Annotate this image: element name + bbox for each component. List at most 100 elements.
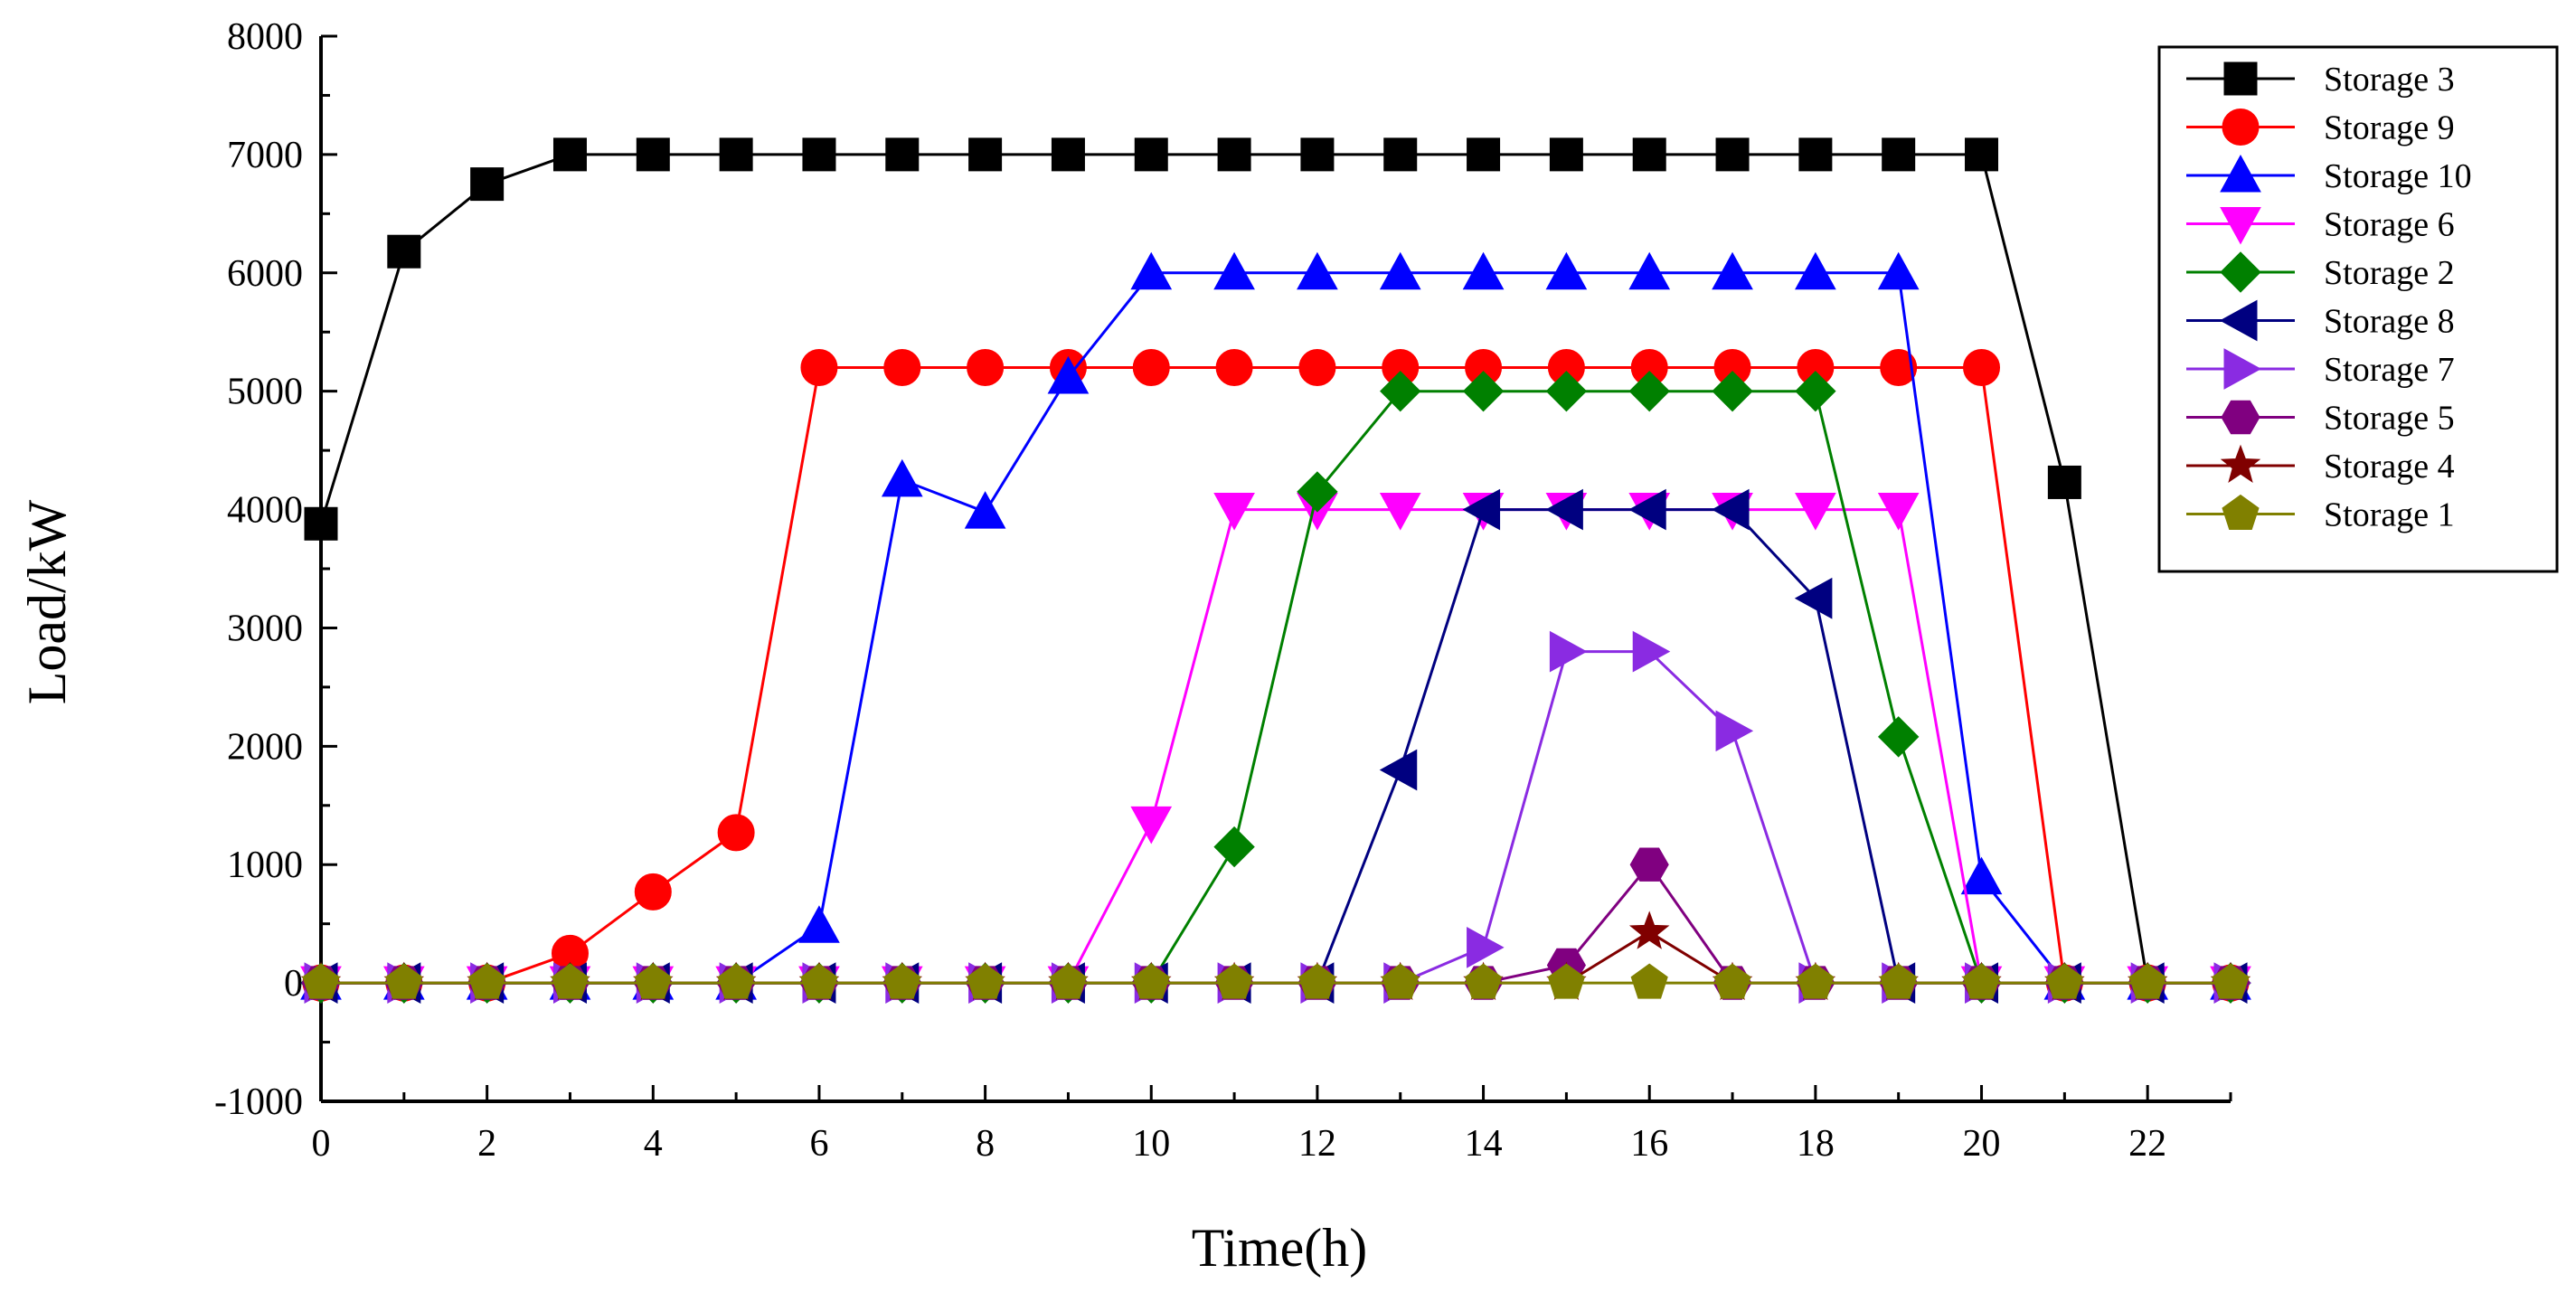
data-point [1545,251,1588,290]
data-point [800,963,838,999]
data-point [1298,348,1336,386]
data-point [1467,926,1505,968]
x-tick-label: 16 [1630,1123,1668,1165]
data-point [1462,370,1505,412]
data-point [1298,963,1336,999]
data-point [1547,963,1585,999]
data-point [800,348,838,386]
x-tick-label: 4 [644,1123,663,1165]
y-tick-label: 3000 [227,608,303,649]
data-point [387,234,421,269]
data-point [1877,251,1920,290]
data-point [1549,630,1588,673]
data-point [1382,963,1420,999]
data-point [1379,251,1421,290]
legend-marker [2223,61,2258,96]
legend-entry: Storage 7 [2186,348,2455,390]
x-tick-label: 8 [976,1123,995,1165]
data-point [1794,577,1833,619]
series-line [321,390,2231,985]
data-point [634,873,672,911]
data-point [1630,963,1668,999]
data-point [1049,963,1087,999]
y-tick-label: 1000 [227,845,303,886]
legend-entry: Storage 9 [2186,109,2455,147]
data-point [1213,493,1255,531]
data-point [634,963,672,999]
y-tick-label: 5000 [227,372,303,413]
data-point [1882,137,1916,172]
data-point [1963,348,2001,386]
data-point [802,137,836,172]
data-point [798,905,840,943]
y-tick-label: 7000 [227,135,303,176]
data-point [1713,963,1751,999]
data-point [1628,370,1670,412]
legend-entry: Storage 3 [2186,61,2455,99]
y-axis-title: Load/kW [17,499,77,704]
data-point [1628,251,1671,290]
data-point [1465,963,1503,999]
data-point [2045,963,2083,999]
data-point [1715,710,1754,752]
legend-entry: Storage 2 [2186,251,2455,293]
legend-entry: Storage 4 [2186,444,2455,486]
y-tick-label: 8000 [227,16,303,58]
series-storage-5 [301,847,2250,1000]
data-point [964,491,1006,529]
data-point [552,137,587,172]
data-point [1798,137,1833,172]
data-point [1047,355,1090,394]
legend-marker [2221,400,2260,435]
legend-label: Storage 5 [2324,400,2455,438]
data-point [1712,488,1750,531]
data-point [1880,963,1918,999]
legend-entry: Storage 10 [2186,154,2472,195]
legend-entry: Storage 8 [2186,299,2455,342]
data-point [385,963,423,999]
legend-label: Storage 3 [2324,61,2455,99]
x-axis-title: Time(h) [1192,1218,1367,1278]
data-point [1379,749,1418,791]
series-group [299,137,2252,1005]
legend-marker [2222,494,2260,530]
data-point [1213,826,1255,868]
data-point [1715,137,1750,172]
series-line [321,650,2231,985]
y-tick-label: 0 [284,963,303,1005]
legend-label: Storage 9 [2324,109,2455,147]
legend-entry: Storage 5 [2186,400,2455,438]
data-point [883,348,921,386]
data-point [1632,630,1671,673]
data-point [1215,348,1253,386]
legend-marker [2220,444,2261,483]
data-point [968,137,1003,172]
legend-label: Storage 2 [2324,254,2455,292]
data-point [1795,493,1836,531]
data-point [1217,137,1251,172]
data-point [1795,370,1836,412]
data-point [1549,137,1583,172]
data-point [1962,963,2001,999]
x-tick-label: 6 [809,1123,828,1165]
y-tick-label: 6000 [227,253,303,295]
x-tick-label: 20 [1963,1123,2001,1165]
data-point [1877,493,1920,531]
data-point [1297,251,1338,290]
data-point [1380,370,1421,412]
legend: Storage 3 Storage 9 Storage 10 Storage 6 Sto… [2157,45,2559,573]
series-storage-7 [304,630,2252,1004]
data-point [1712,251,1753,290]
data-point [1632,137,1666,172]
x-tick-label: 12 [1298,1123,1336,1165]
data-point [1467,137,1501,172]
data-point [1877,716,1920,758]
data-point [967,348,1005,386]
legend-entry: Storage 6 [2186,206,2455,245]
data-point [1297,471,1338,513]
legend-label: Storage 6 [2324,206,2455,244]
legend-marker [2220,154,2261,193]
data-point [1132,348,1170,386]
series-line [321,508,2231,985]
